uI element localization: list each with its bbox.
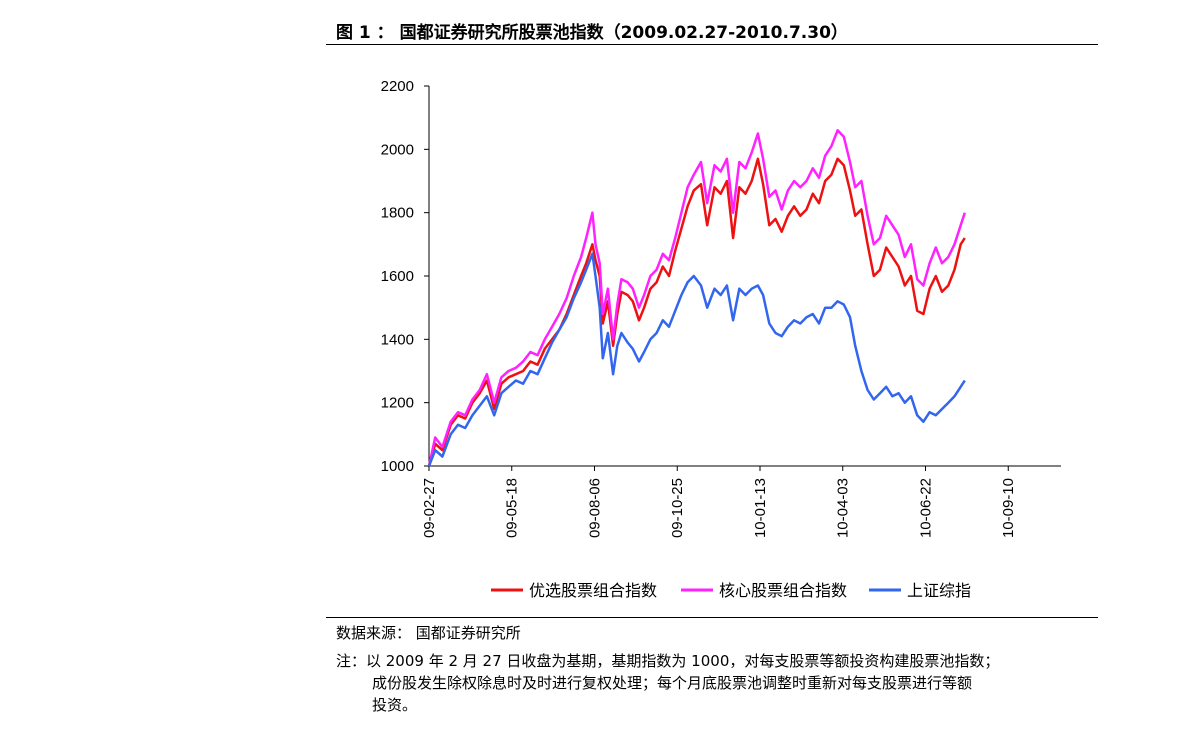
series-lines	[427, 129, 966, 467]
series-line-1	[427, 157, 966, 467]
x-tick-label: 10-04-03	[835, 478, 852, 538]
legend: 优选股票组合指数 核心股票组合指数 上证综指	[491, 581, 971, 600]
x-tick-label: 10-01-13	[752, 478, 769, 538]
y-tick-label: 1400	[381, 331, 414, 348]
index-line-chart: 1000 1200 1400 1600 1800 2000 2200 09-02-27 09-0…	[381, 78, 1061, 600]
legend-label-2: 核心股票组合指数	[719, 581, 847, 600]
x-tick-label: 09-05-18	[504, 478, 521, 538]
y-tick-label: 1200	[381, 395, 414, 412]
y-tick-label: 1600	[381, 268, 414, 285]
x-tick-label: 10-09-10	[1000, 478, 1017, 538]
series-line-2	[427, 129, 966, 467]
x-tick-label: 09-10-25	[669, 478, 686, 538]
legend-label-1: 优选股票组合指数	[529, 581, 657, 600]
chart-title: 图 1 ： 国都证券研究所股票池指数（2009.02.27-2010.7.30）	[336, 23, 848, 43]
note-line-3: 投资。	[372, 696, 418, 714]
note-line-2: 成份股发生除权除息时及时进行复权处理；每个月底股票池调整时重新对每支股票进行等额	[372, 674, 973, 692]
data-source-text: 数据来源： 国都证券研究所	[336, 624, 521, 642]
y-tick-label: 2000	[381, 141, 414, 158]
y-tick-label: 1800	[381, 205, 414, 222]
bottom-rule	[326, 617, 1098, 618]
legend-label-3: 上证综指	[907, 581, 971, 600]
note-line-1: 注：以 2009 年 2 月 27 日收盘为基期，基期指数为 1000，对每支股…	[336, 652, 1000, 670]
x-tick-label: 09-08-06	[586, 478, 603, 538]
x-tick-label: 10-06-22	[917, 478, 934, 538]
y-tick-label: 2200	[381, 78, 414, 95]
x-tick-label: 09-02-27	[421, 478, 438, 538]
axes: 1000 1200 1400 1600 1800 2000 2200 09-02-27 09-0…	[381, 78, 1061, 538]
top-rule	[326, 44, 1098, 45]
y-tick-label: 1000	[381, 458, 414, 475]
series-line-3	[427, 252, 966, 467]
